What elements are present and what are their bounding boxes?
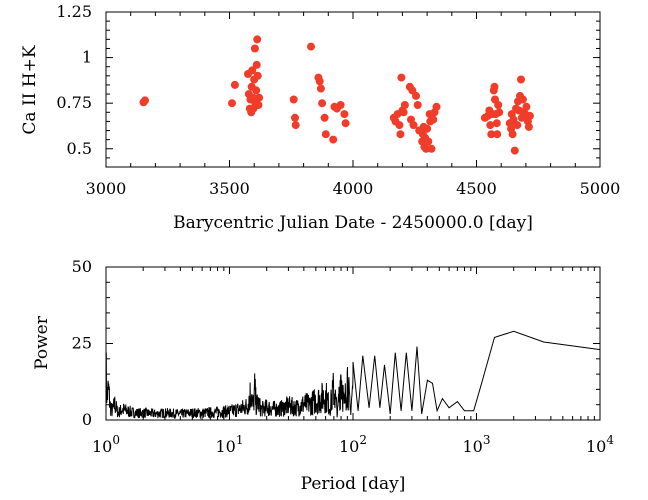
data-point: [252, 60, 261, 69]
y-tick-label: 0.5: [67, 139, 92, 158]
data-point: [424, 137, 433, 146]
x-tick-label: 3000: [86, 179, 127, 198]
data-point: [522, 102, 531, 111]
data-point: [253, 35, 262, 44]
data-point: [409, 121, 418, 130]
y-tick-label: 0: [82, 410, 92, 429]
top-y-axis-label: Ca II H+K: [20, 45, 40, 134]
y-tick-label: 1.25: [56, 2, 92, 21]
scatter-points: [139, 35, 534, 155]
x-tick-label: 103: [463, 433, 491, 456]
data-point: [254, 101, 263, 109]
y-tick-label: 50: [72, 257, 92, 276]
data-point: [486, 121, 495, 130]
x-tick-label: 100: [92, 433, 120, 456]
data-point: [320, 113, 329, 122]
data-point: [492, 119, 501, 128]
data-point: [413, 101, 422, 109]
data-point: [508, 130, 517, 139]
data-point: [525, 111, 534, 120]
ca-hk-scatter-chart: 3000 3500 4000 4500 5000 0.5 0.75 1 1.25 Barycen…: [20, 2, 620, 233]
top-plot-frame: [105, 11, 601, 168]
data-point: [318, 99, 327, 108]
data-point: [429, 115, 438, 124]
data-point: [230, 80, 239, 89]
data-point: [291, 113, 299, 122]
data-point: [397, 73, 406, 82]
data-point: [494, 101, 503, 109]
data-point: [513, 121, 522, 130]
x-tick-label: 102: [339, 433, 367, 456]
data-point: [248, 66, 257, 75]
data-point: [423, 124, 432, 133]
y-tick-label: 0.75: [56, 93, 92, 112]
bottom-plot-frame: [105, 266, 601, 421]
x-tick-label: 104: [586, 433, 614, 456]
data-point: [141, 96, 149, 105]
data-point: [412, 91, 420, 100]
x-tick-label: 5000: [580, 179, 621, 198]
data-point: [340, 110, 349, 119]
data-point: [336, 101, 345, 109]
data-point: [228, 99, 236, 108]
data-point: [517, 75, 525, 84]
data-point: [253, 71, 262, 80]
x-tick-label: 3500: [209, 179, 250, 198]
bottom-y-axis-label: Power: [32, 315, 52, 370]
top-axis-ticks: 3000 3500 4000 4500 5000 0.5 0.75 1 1.25: [56, 2, 620, 198]
data-point: [316, 84, 325, 93]
y-tick-label: 1: [82, 48, 92, 67]
periodogram-chart: 100 101 102 103 104 0 25 50 Period [day] Power: [32, 257, 614, 494]
data-point: [289, 95, 298, 104]
data-point: [396, 130, 405, 139]
data-point: [510, 146, 519, 155]
power-spectrum-line: [105, 330, 601, 420]
data-point: [315, 77, 324, 86]
top-x-axis-label: Barycentric Julian Date - 2450000.0 [day…: [173, 213, 533, 233]
x-tick-label: 101: [216, 433, 244, 456]
data-point: [307, 42, 315, 51]
data-point: [427, 144, 436, 153]
x-tick-label: 4000: [333, 179, 374, 198]
data-point: [252, 86, 261, 95]
data-point: [490, 82, 499, 91]
data-point: [399, 108, 408, 117]
data-point: [524, 122, 533, 131]
data-point: [432, 102, 441, 111]
data-point: [495, 108, 504, 117]
data-point: [321, 130, 330, 139]
x-tick-label: 4500: [456, 179, 497, 198]
data-point: [341, 119, 350, 128]
data-point: [518, 95, 527, 104]
data-point: [487, 130, 496, 139]
data-point: [255, 93, 264, 102]
data-point: [493, 130, 502, 139]
bottom-x-axis-label: Period [day]: [301, 474, 406, 494]
data-point: [400, 101, 409, 109]
data-point: [250, 44, 259, 53]
bottom-axis-ticks: 100 101 102 103 104 0 25 50: [72, 257, 615, 456]
y-tick-label: 25: [72, 334, 92, 353]
data-point: [395, 121, 404, 130]
data-point: [291, 121, 300, 130]
data-point: [329, 135, 338, 144]
